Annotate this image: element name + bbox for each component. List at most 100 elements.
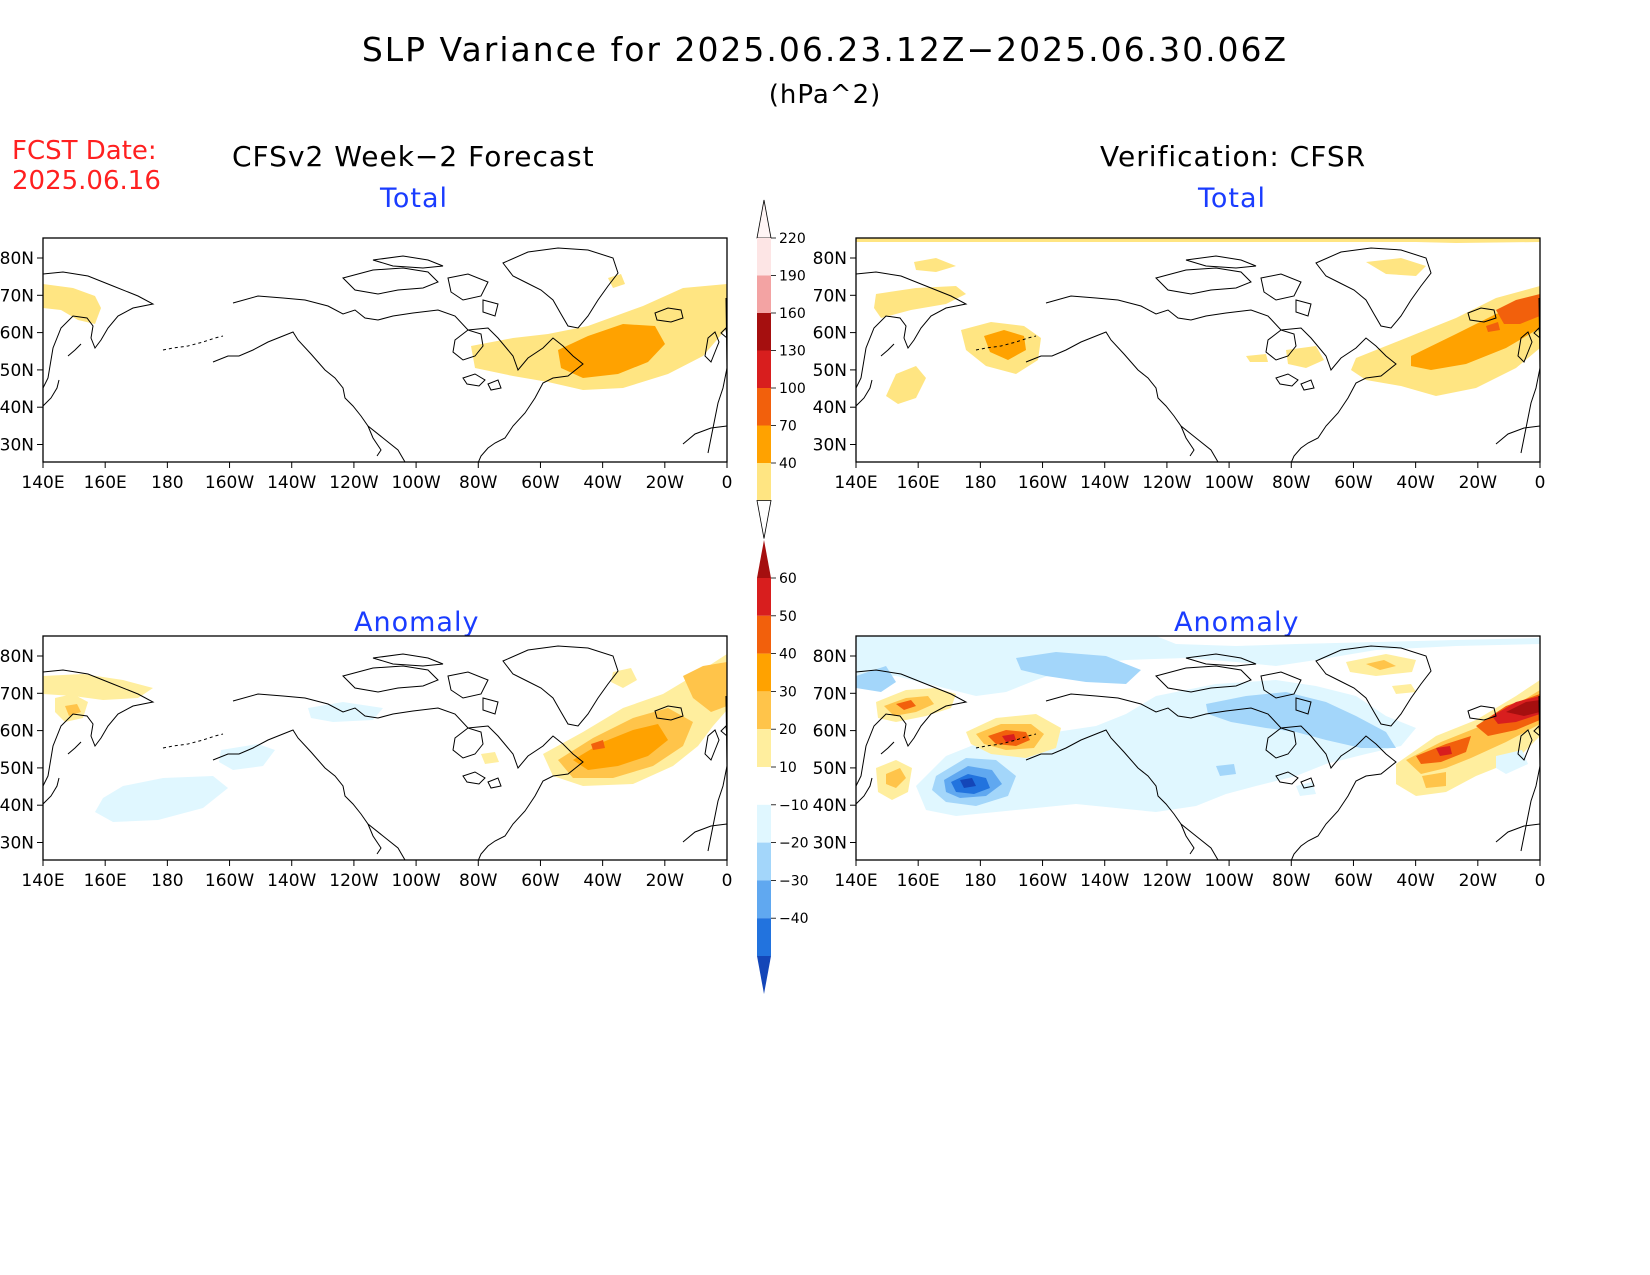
colorbar-total-swatch — [757, 425, 771, 463]
lon-tick-label-verification-total: 100W — [1204, 473, 1253, 493]
lat-tick-label-forecast-total: 60N — [0, 324, 34, 344]
lon-tick-label-forecast-total: 20W — [646, 473, 685, 493]
lat-tick-label-forecast-anomaly: 50N — [0, 759, 34, 779]
colorbar-anomaly-swatch — [757, 691, 771, 730]
lon-tick-label-forecast-anomaly: 0 — [722, 871, 733, 891]
lat-tick-label-forecast-anomaly: 70N — [0, 684, 34, 704]
colorbar-total-swatch — [757, 313, 771, 351]
colorbar-total-label: 220 — [779, 231, 806, 247]
lon-tick-label-forecast-total: 60W — [521, 473, 560, 493]
lon-tick-label-verification-anomaly: 0 — [1535, 871, 1546, 891]
figure-units: (hPa^2) — [768, 80, 882, 110]
colorbar-total-label: 160 — [779, 306, 806, 322]
lon-tick-label-forecast-anomaly: 140W — [267, 871, 316, 891]
lon-tick-label-verification-total: 60W — [1334, 473, 1373, 493]
lon-tick-label-verification-total: 0 — [1535, 473, 1546, 493]
colorbar-total: 220 190 160 130 100 70 40 — [756, 199, 806, 539]
colorbar-anomaly-label: 30 — [779, 684, 797, 700]
lon-tick-label-verification-anomaly: 140E — [834, 871, 877, 891]
lon-tick-label-forecast-anomaly: 20W — [646, 871, 685, 891]
lat-tick-label-verification-total: 30N — [813, 436, 847, 456]
colorbar-total-swatch — [757, 275, 771, 313]
lon-tick-label-forecast-total: 0 — [722, 473, 733, 493]
colorbar-anomaly-swatch — [757, 918, 771, 956]
lon-tick-label-verification-anomaly: 160W — [1018, 871, 1067, 891]
lon-tick-label-verification-anomaly: 140W — [1080, 871, 1129, 891]
colorbar-anomaly-swatch — [757, 729, 771, 767]
lon-tick-label-verification-anomaly: 80W — [1272, 871, 1311, 891]
lat-tick-label-forecast-total: 70N — [0, 286, 34, 306]
colorbar-total-label: 130 — [779, 344, 806, 360]
lat-tick-label-verification-anomaly: 80N — [813, 647, 847, 667]
lon-tick-label-verification-anomaly: 40W — [1396, 871, 1435, 891]
lon-tick-label-verification-total: 80W — [1272, 473, 1311, 493]
lon-tick-label-verification-anomaly: 100W — [1204, 871, 1253, 891]
lon-tick-label-forecast-total: 120W — [329, 473, 378, 493]
lat-tick-label-forecast-total: 30N — [0, 436, 34, 456]
forecast-column-header: CFSv2 Week−2 Forecast — [232, 140, 595, 173]
colorbar-total-label: 190 — [779, 269, 806, 285]
colorbar-anomaly-swatch — [757, 767, 771, 805]
lat-tick-label-forecast-anomaly: 30N — [0, 834, 34, 854]
colorbar-anomaly-swatch — [757, 615, 771, 654]
colorbar-anomaly-bottom-arrow — [757, 956, 771, 994]
panel-title-verification-anomaly: Anomaly — [1174, 607, 1300, 638]
verification-column-header: Verification: CFSR — [1100, 140, 1367, 173]
colorbar-total-swatch — [757, 463, 771, 501]
lat-tick-label-verification-anomaly: 60N — [813, 722, 847, 742]
colorbar-total-swatch — [757, 350, 771, 388]
lon-tick-label-forecast-anomaly: 160E — [84, 871, 127, 891]
map-forecast-total — [42, 237, 728, 463]
colorbar-total-swatch — [757, 388, 771, 426]
colorbar-anomaly-swatch — [757, 578, 771, 616]
lat-tick-label-verification-total: 80N — [813, 249, 847, 269]
lon-tick-label-forecast-anomaly: 160W — [205, 871, 254, 891]
lon-tick-label-forecast-total: 100W — [391, 473, 440, 493]
colorbar-total-label: 70 — [779, 419, 797, 435]
map-forecast-anomaly — [42, 635, 728, 861]
colorbar-anomaly-label: −30 — [779, 873, 809, 889]
lat-tick-label-verification-total: 70N — [813, 286, 847, 306]
lon-tick-label-forecast-total: 80W — [459, 473, 498, 493]
lon-tick-label-forecast-anomaly: 80W — [459, 871, 498, 891]
lon-tick-label-verification-total: 120W — [1142, 473, 1191, 493]
lon-tick-label-verification-anomaly: 160E — [897, 871, 940, 891]
map-verification-anomaly — [855, 635, 1541, 861]
lat-tick-label-forecast-anomaly: 80N — [0, 647, 34, 667]
lon-tick-label-forecast-anomaly: 100W — [391, 871, 440, 891]
lat-tick-label-verification-anomaly: 40N — [813, 796, 847, 816]
lon-tick-label-verification-total: 20W — [1459, 473, 1498, 493]
lon-tick-label-verification-total: 40W — [1396, 473, 1435, 493]
lon-tick-label-forecast-total: 160W — [205, 473, 254, 493]
lon-tick-label-verification-total: 140W — [1080, 473, 1129, 493]
colorbar-anomaly-label: −20 — [779, 836, 809, 852]
lon-tick-label-forecast-anomaly: 40W — [583, 871, 622, 891]
lat-tick-label-forecast-total: 50N — [0, 361, 34, 381]
lon-tick-label-forecast-total: 140E — [21, 473, 64, 493]
lon-tick-label-verification-anomaly: 180 — [964, 871, 996, 891]
colorbar-anomaly-swatch — [757, 804, 771, 843]
panel-title-verification-total: Total — [1198, 183, 1267, 214]
colorbar-anomaly-label: 20 — [779, 722, 797, 738]
colorbar-total-label: 40 — [779, 456, 797, 472]
lon-tick-label-verification-anomaly: 60W — [1334, 871, 1373, 891]
colorbar-anomaly-top-arrow — [757, 540, 771, 578]
lon-tick-label-verification-anomaly: 20W — [1459, 871, 1498, 891]
lon-tick-label-forecast-total: 180 — [151, 473, 183, 493]
lon-tick-label-forecast-anomaly: 120W — [329, 871, 378, 891]
colorbar-total-label: 100 — [779, 381, 806, 397]
lat-tick-label-verification-anomaly: 30N — [813, 834, 847, 854]
colorbar-total-swatch — [757, 238, 771, 276]
colorbar-anomaly-swatch — [757, 653, 771, 692]
lat-tick-label-verification-total: 60N — [813, 324, 847, 344]
lat-tick-label-forecast-anomaly: 40N — [0, 796, 34, 816]
lon-tick-label-verification-total: 140E — [834, 473, 877, 493]
lon-tick-label-forecast-total: 140W — [267, 473, 316, 493]
colorbar-anomaly-label: 50 — [779, 609, 797, 625]
lat-tick-label-verification-total: 40N — [813, 398, 847, 418]
fcst-date: FCST Date: 2025.06.16 — [12, 136, 161, 196]
lon-tick-label-forecast-anomaly: 60W — [521, 871, 560, 891]
colorbar-anomaly-swatch — [757, 842, 771, 881]
lat-tick-label-verification-anomaly: 70N — [813, 684, 847, 704]
